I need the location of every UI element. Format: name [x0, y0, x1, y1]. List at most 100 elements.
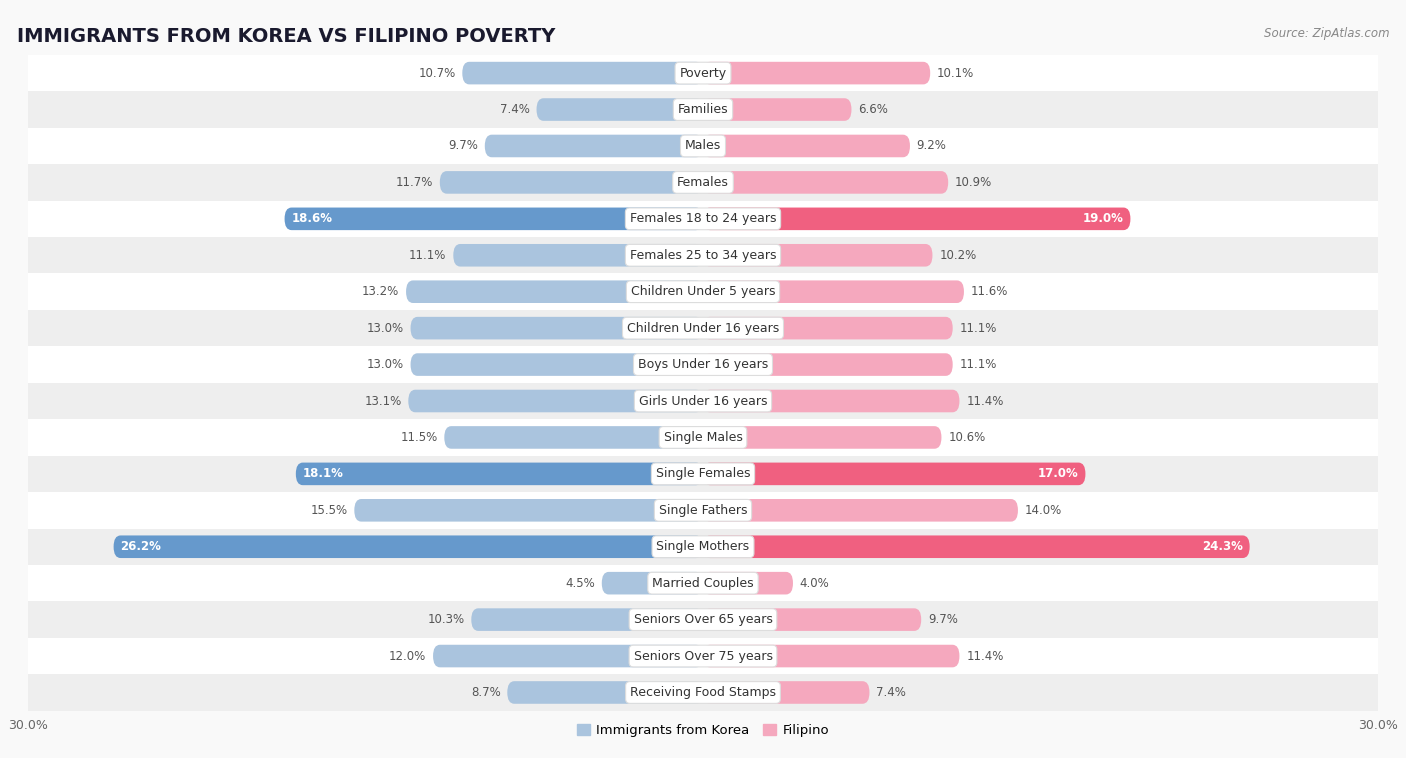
Bar — [28, 419, 1378, 456]
FancyBboxPatch shape — [471, 609, 703, 631]
Bar — [28, 310, 1378, 346]
FancyBboxPatch shape — [485, 135, 703, 157]
Bar — [28, 164, 1378, 201]
FancyBboxPatch shape — [602, 572, 703, 594]
FancyBboxPatch shape — [463, 62, 703, 84]
FancyBboxPatch shape — [408, 390, 703, 412]
FancyBboxPatch shape — [703, 280, 965, 303]
Text: 11.1%: 11.1% — [959, 321, 997, 334]
Text: Poverty: Poverty — [679, 67, 727, 80]
Text: 14.0%: 14.0% — [1025, 504, 1062, 517]
Text: 26.2%: 26.2% — [121, 540, 162, 553]
Text: Married Couples: Married Couples — [652, 577, 754, 590]
Text: 4.0%: 4.0% — [800, 577, 830, 590]
Bar — [28, 565, 1378, 601]
Text: 13.0%: 13.0% — [367, 321, 404, 334]
Text: Females 25 to 34 years: Females 25 to 34 years — [630, 249, 776, 262]
Text: 11.1%: 11.1% — [959, 358, 997, 371]
Text: 13.0%: 13.0% — [367, 358, 404, 371]
Bar — [28, 456, 1378, 492]
Text: 10.3%: 10.3% — [427, 613, 464, 626]
Text: Families: Families — [678, 103, 728, 116]
FancyBboxPatch shape — [453, 244, 703, 267]
Text: 12.0%: 12.0% — [389, 650, 426, 662]
FancyBboxPatch shape — [703, 353, 953, 376]
Text: Females 18 to 24 years: Females 18 to 24 years — [630, 212, 776, 225]
Bar — [28, 675, 1378, 711]
Bar — [28, 201, 1378, 237]
Text: 6.6%: 6.6% — [858, 103, 889, 116]
FancyBboxPatch shape — [114, 535, 703, 558]
Bar — [28, 237, 1378, 274]
Bar — [28, 528, 1378, 565]
FancyBboxPatch shape — [703, 135, 910, 157]
FancyBboxPatch shape — [703, 462, 1085, 485]
Text: Source: ZipAtlas.com: Source: ZipAtlas.com — [1264, 27, 1389, 39]
Bar — [28, 637, 1378, 675]
Text: 10.2%: 10.2% — [939, 249, 976, 262]
FancyBboxPatch shape — [354, 499, 703, 522]
Bar — [28, 383, 1378, 419]
FancyBboxPatch shape — [440, 171, 703, 194]
Text: 11.6%: 11.6% — [970, 285, 1008, 298]
Text: Girls Under 16 years: Girls Under 16 years — [638, 394, 768, 408]
FancyBboxPatch shape — [703, 609, 921, 631]
FancyBboxPatch shape — [703, 317, 953, 340]
Text: 13.1%: 13.1% — [364, 394, 402, 408]
Text: 13.2%: 13.2% — [363, 285, 399, 298]
Text: 7.4%: 7.4% — [876, 686, 905, 699]
FancyBboxPatch shape — [406, 280, 703, 303]
Bar — [28, 346, 1378, 383]
Text: Children Under 16 years: Children Under 16 years — [627, 321, 779, 334]
Bar — [28, 91, 1378, 128]
FancyBboxPatch shape — [295, 462, 703, 485]
Text: 7.4%: 7.4% — [501, 103, 530, 116]
Text: 19.0%: 19.0% — [1083, 212, 1123, 225]
Text: 18.1%: 18.1% — [302, 468, 343, 481]
Text: Females: Females — [678, 176, 728, 189]
FancyBboxPatch shape — [703, 535, 1250, 558]
Text: Single Males: Single Males — [664, 431, 742, 444]
FancyBboxPatch shape — [703, 171, 948, 194]
FancyBboxPatch shape — [703, 426, 942, 449]
Bar — [28, 274, 1378, 310]
Text: 4.5%: 4.5% — [565, 577, 595, 590]
Text: 11.4%: 11.4% — [966, 650, 1004, 662]
Text: 11.4%: 11.4% — [966, 394, 1004, 408]
FancyBboxPatch shape — [703, 244, 932, 267]
Bar — [28, 601, 1378, 637]
Text: 18.6%: 18.6% — [291, 212, 332, 225]
FancyBboxPatch shape — [411, 353, 703, 376]
Bar — [28, 128, 1378, 164]
FancyBboxPatch shape — [703, 572, 793, 594]
FancyBboxPatch shape — [703, 645, 959, 667]
Text: 9.7%: 9.7% — [928, 613, 957, 626]
FancyBboxPatch shape — [703, 62, 931, 84]
Text: Single Females: Single Females — [655, 468, 751, 481]
Text: 11.5%: 11.5% — [401, 431, 437, 444]
Text: Seniors Over 75 years: Seniors Over 75 years — [634, 650, 772, 662]
Text: Seniors Over 65 years: Seniors Over 65 years — [634, 613, 772, 626]
Text: Males: Males — [685, 139, 721, 152]
Text: 10.7%: 10.7% — [419, 67, 456, 80]
Bar — [28, 55, 1378, 91]
FancyBboxPatch shape — [703, 390, 959, 412]
Text: 10.1%: 10.1% — [936, 67, 974, 80]
FancyBboxPatch shape — [508, 681, 703, 703]
Text: 9.7%: 9.7% — [449, 139, 478, 152]
FancyBboxPatch shape — [703, 499, 1018, 522]
Text: 17.0%: 17.0% — [1038, 468, 1078, 481]
Text: IMMIGRANTS FROM KOREA VS FILIPINO POVERTY: IMMIGRANTS FROM KOREA VS FILIPINO POVERT… — [17, 27, 555, 45]
Legend: Immigrants from Korea, Filipino: Immigrants from Korea, Filipino — [571, 719, 835, 742]
FancyBboxPatch shape — [284, 208, 703, 230]
Bar — [28, 492, 1378, 528]
Text: Single Fathers: Single Fathers — [659, 504, 747, 517]
Text: Children Under 5 years: Children Under 5 years — [631, 285, 775, 298]
FancyBboxPatch shape — [411, 317, 703, 340]
Text: 11.7%: 11.7% — [395, 176, 433, 189]
Text: Receiving Food Stamps: Receiving Food Stamps — [630, 686, 776, 699]
FancyBboxPatch shape — [703, 208, 1130, 230]
Text: 24.3%: 24.3% — [1202, 540, 1243, 553]
Text: 8.7%: 8.7% — [471, 686, 501, 699]
FancyBboxPatch shape — [703, 681, 869, 703]
